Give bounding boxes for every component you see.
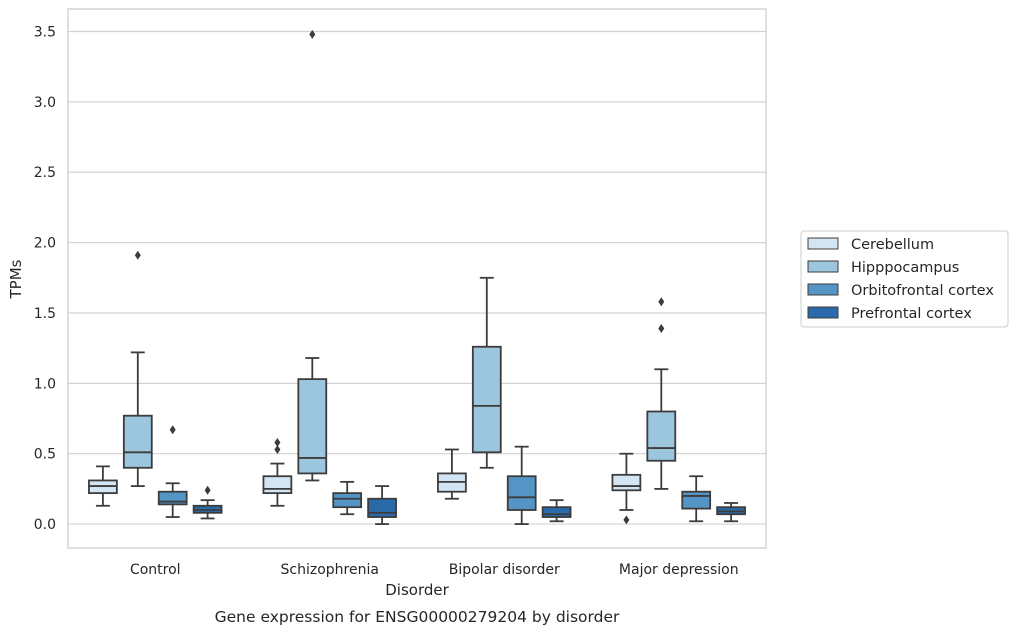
outlier-point (658, 323, 665, 333)
y-tick-label: 1.0 (34, 376, 56, 392)
y-tick-label: 3.0 (34, 95, 56, 111)
y-tick-label: 3.5 (34, 25, 56, 41)
box-1-3 (367, 485, 397, 525)
x-axis-ticks: Control Schizophrenia Bipolar disorder Majo… (130, 562, 739, 578)
box-2-0 (437, 448, 467, 500)
outlier-point (169, 425, 176, 435)
box-0-1 (122, 250, 153, 487)
box-3-1 (646, 297, 677, 490)
legend: Cerebellum Hipppocampus Orbitofrontal cort… (800, 230, 1009, 328)
box-0-2 (157, 425, 188, 518)
y-axis-ticks: 0.0 0.5 1.0 1.5 2.0 2.5 3.0 3.5 (34, 25, 56, 534)
y-tick-label: 0.0 (34, 517, 56, 533)
iqr-box (157, 490, 188, 506)
outlier-point (309, 29, 316, 39)
box-groups (88, 29, 746, 525)
box-1-0 (262, 437, 293, 507)
box-1-2 (332, 480, 363, 516)
x-axis-label: Disorder (385, 581, 449, 599)
legend-label: Orbitofrontal cortex (851, 283, 994, 299)
x-tick-label: Major depression (619, 562, 739, 578)
box-3-0 (611, 452, 642, 525)
legend-swatch (807, 237, 839, 250)
iqr-box (681, 490, 712, 510)
iqr-box (122, 414, 153, 469)
outlier-point (134, 250, 141, 260)
outlier-point (274, 437, 281, 447)
box-1-1 (297, 29, 328, 482)
legend-label: Hipppocampus (851, 260, 959, 276)
iqr-box (611, 473, 642, 492)
legend-swatch (807, 306, 839, 319)
box-2-3 (541, 499, 572, 523)
iqr-box (471, 345, 502, 454)
outlier-point (204, 485, 211, 495)
box-0-3 (192, 485, 223, 520)
y-tick-label: 1.5 (34, 306, 56, 322)
y-tick-label: 2.0 (34, 236, 56, 252)
box-3-3 (716, 502, 746, 523)
iqr-box (297, 378, 328, 475)
box-0-0 (88, 465, 118, 507)
outlier-point (623, 515, 630, 525)
y-axis-label: TPMs (7, 259, 25, 299)
x-tick-label: Control (130, 562, 181, 578)
legend-label: Prefrontal cortex (851, 306, 972, 322)
box-2-1 (471, 276, 502, 469)
box-2-2 (506, 445, 537, 525)
x-tick-label: Bipolar disorder (449, 562, 560, 578)
gridlines (68, 30, 766, 525)
chart-title: Gene expression for ENSG00000279204 by d… (215, 608, 620, 626)
y-tick-label: 0.5 (34, 447, 56, 463)
outlier-point (658, 297, 665, 307)
x-tick-label: Schizophrenia (281, 562, 379, 578)
iqr-box (262, 475, 293, 495)
y-tick-label: 2.5 (34, 165, 56, 181)
iqr-box (646, 410, 677, 462)
iqr-box (332, 492, 363, 509)
outlier-point (274, 444, 281, 454)
iqr-box (367, 497, 397, 518)
legend-label: Cerebellum (851, 237, 934, 253)
iqr-box (541, 506, 572, 518)
legend-frame (800, 230, 1009, 328)
plot-area-frame (67, 8, 767, 549)
legend-swatch (807, 283, 839, 296)
box-3-2 (681, 475, 712, 523)
iqr-box (506, 475, 537, 511)
legend-swatch (807, 260, 839, 273)
